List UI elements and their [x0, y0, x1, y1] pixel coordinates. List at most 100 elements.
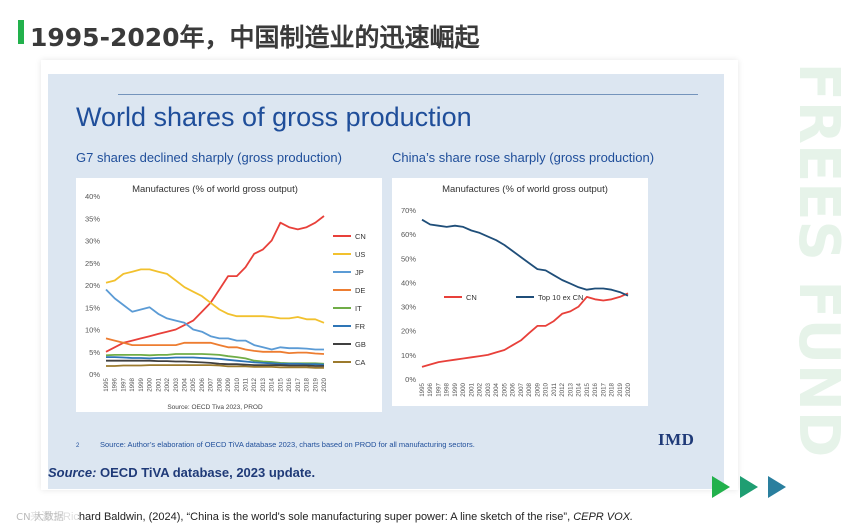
- data-logo-text: CN 大数据: [16, 510, 64, 523]
- chart-1-title: Manufactures (% of world gross output): [132, 184, 298, 195]
- chart-1-xtick-label: 2010: [234, 377, 241, 391]
- chart-1-xtick-label: 2002: [164, 377, 171, 391]
- legend-label: FR: [355, 322, 366, 331]
- chart-2-xtick-label: 1997: [435, 382, 442, 396]
- chart-1-ytick-label: 0%: [89, 370, 100, 379]
- legend-label: CA: [355, 358, 365, 367]
- chart-2-xtick-label: 2006: [510, 382, 517, 396]
- chart-2-xtick-label: 2018: [609, 382, 616, 396]
- slide-source-note: Source: Author’s elaboration of OECD TiV…: [100, 440, 475, 449]
- chart-2-xtick-label: 2003: [485, 382, 492, 396]
- series-line-top-10-ex-cn: [421, 218, 629, 297]
- chart-2-ytick-label: 0%: [405, 375, 416, 384]
- watermark: FREES FUND: [786, 63, 850, 458]
- legend-label: JP: [355, 268, 364, 277]
- chart-1-xtick-label: 2008: [216, 377, 223, 391]
- chart-2-ytick-label: 50%: [401, 254, 416, 263]
- chart-2-xtick-label: 2001: [468, 382, 475, 396]
- source-text: OECD TiVA database, 2023 update.: [96, 465, 316, 480]
- legend-label: IT: [355, 304, 362, 313]
- series-line-cn: [105, 215, 325, 353]
- legend-label: CN: [355, 232, 366, 241]
- chart-1-ytick-label: 35%: [85, 214, 100, 223]
- chart-2-xtick-label: 2009: [534, 382, 541, 396]
- series-line-cn: [421, 292, 629, 368]
- chart-1-xtick-label: 2004: [181, 377, 188, 391]
- chart-2-ytick-label: 40%: [401, 278, 416, 287]
- chart-2-xtick-label: 2012: [559, 382, 566, 396]
- chart-1-xtick-label: 2018: [304, 377, 311, 391]
- chart-2-xtick-label: 2017: [600, 382, 607, 396]
- slide-number: 2: [76, 443, 80, 449]
- china-share-chart: Manufactures (% of world gross output) 0%…: [392, 178, 648, 406]
- chart-1-xtick-label: 1996: [112, 377, 119, 391]
- slide-panel: World shares of gross production G7 shar…: [48, 74, 724, 489]
- chart-2-xtick-label: 2005: [501, 382, 508, 396]
- data-logo-badge: CN 大数据: [2, 505, 78, 527]
- chart-2-xtick-label: 2020: [625, 382, 632, 396]
- chart-1-xtick-label: 2005: [190, 377, 197, 391]
- series-line-us: [105, 268, 325, 324]
- legend-label: GB: [355, 340, 366, 349]
- chart-1-xtick-label: 2011: [243, 377, 250, 391]
- legend-label: US: [355, 250, 365, 259]
- chart-1-xtick-label: 1999: [138, 377, 145, 391]
- chart-1-ytick-label: 30%: [85, 237, 100, 246]
- chart-2-xtick-label: 2000: [460, 382, 467, 396]
- left-chart-subtitle: G7 shares declined sharply (gross produc…: [76, 150, 342, 165]
- slide-heading: World shares of gross production: [76, 102, 472, 132]
- chart-1-xtick-label: 2001: [155, 377, 162, 391]
- chart-2-xtick-label: 2010: [543, 382, 550, 396]
- chart-1-ytick-label: 20%: [85, 281, 100, 290]
- chart-2-ytick-label: 60%: [401, 230, 416, 239]
- chart-2-xtick-label: 2013: [567, 382, 574, 396]
- series-line-ca: [106, 364, 324, 369]
- legend-label: CN: [466, 293, 477, 302]
- source-line: Source: OECD TiVA database, 2023 update.: [48, 465, 315, 480]
- chart-1-xtick-label: 2012: [251, 377, 258, 391]
- citation: 来源：Richard Baldwin, (2024), “China is th…: [30, 508, 633, 524]
- chart-2-ytick-label: 10%: [401, 351, 416, 360]
- chart-2-xtick-label: 2004: [493, 382, 500, 396]
- chart-2-xtick-label: 2011: [551, 382, 558, 396]
- chart-1-xtick-label: 2013: [260, 377, 267, 391]
- chart-1-xtick-label: 2006: [199, 377, 206, 391]
- chart-2-xtick-label: 1999: [452, 382, 459, 396]
- chart-1-ytick-label: 25%: [85, 259, 100, 268]
- right-chart-subtitle: China’s share rose sharply (gross produc…: [392, 150, 655, 165]
- chart-2-ytick-label: 70%: [401, 206, 416, 215]
- series-line-de: [105, 337, 325, 355]
- g7-shares-chart: Manufactures (% of world gross output) 0%…: [76, 178, 382, 412]
- chart-2-xtick-label: 2008: [526, 382, 533, 396]
- source-label: Source:: [48, 465, 97, 480]
- chart-1-xtick-label: 2009: [225, 377, 232, 391]
- chart-1-ytick-label: 10%: [85, 326, 100, 335]
- chart-1-xtick-label: 2003: [173, 377, 180, 391]
- chart-2-xtick-label: 2007: [518, 382, 525, 396]
- chart-1-xtick-label: 2014: [269, 377, 276, 391]
- chart-1-xtick-label: 2017: [295, 377, 302, 391]
- chart-1-xtick-label: 1997: [120, 377, 127, 391]
- chart-2-xtick-label: 1998: [444, 382, 451, 396]
- title-accent-bar: [18, 20, 24, 44]
- chart-1-xtick-label: 1995: [103, 377, 110, 391]
- chart-1-xtick-label: 2015: [277, 377, 284, 391]
- chart-2-xtick-label: 2015: [584, 382, 591, 396]
- imd-logo: IMD: [658, 430, 695, 449]
- g7-shares-chart-svg: Manufactures (% of world gross output) 0%…: [85, 184, 366, 411]
- chart-2-xtick-label: 1995: [419, 382, 426, 396]
- china-share-chart-svg: Manufactures (% of world gross output) 0%…: [401, 184, 632, 397]
- chart-1-ytick-label: 5%: [89, 348, 100, 357]
- chart-1-xtick-label: 2016: [286, 377, 293, 391]
- citation-journal: CEPR VOX.: [573, 511, 634, 523]
- chart-2-xtick-label: 1996: [427, 382, 434, 396]
- chart-1-xtick-label: 2020: [321, 377, 328, 391]
- citation-text: 来源：Richard Baldwin, (2024), “China is th…: [30, 511, 574, 523]
- series-line-gb: [106, 359, 324, 367]
- legend-label: Top 10 ex CN: [538, 293, 583, 302]
- chart-2-xtick-label: 2016: [592, 382, 599, 396]
- slide-top-rule: [118, 94, 698, 95]
- chart-1-xtick-label: 2007: [208, 377, 215, 391]
- chart-1-xtick-label: 2000: [147, 377, 154, 391]
- page-title: 1995-2020年，中国制造业的迅速崛起: [30, 23, 480, 52]
